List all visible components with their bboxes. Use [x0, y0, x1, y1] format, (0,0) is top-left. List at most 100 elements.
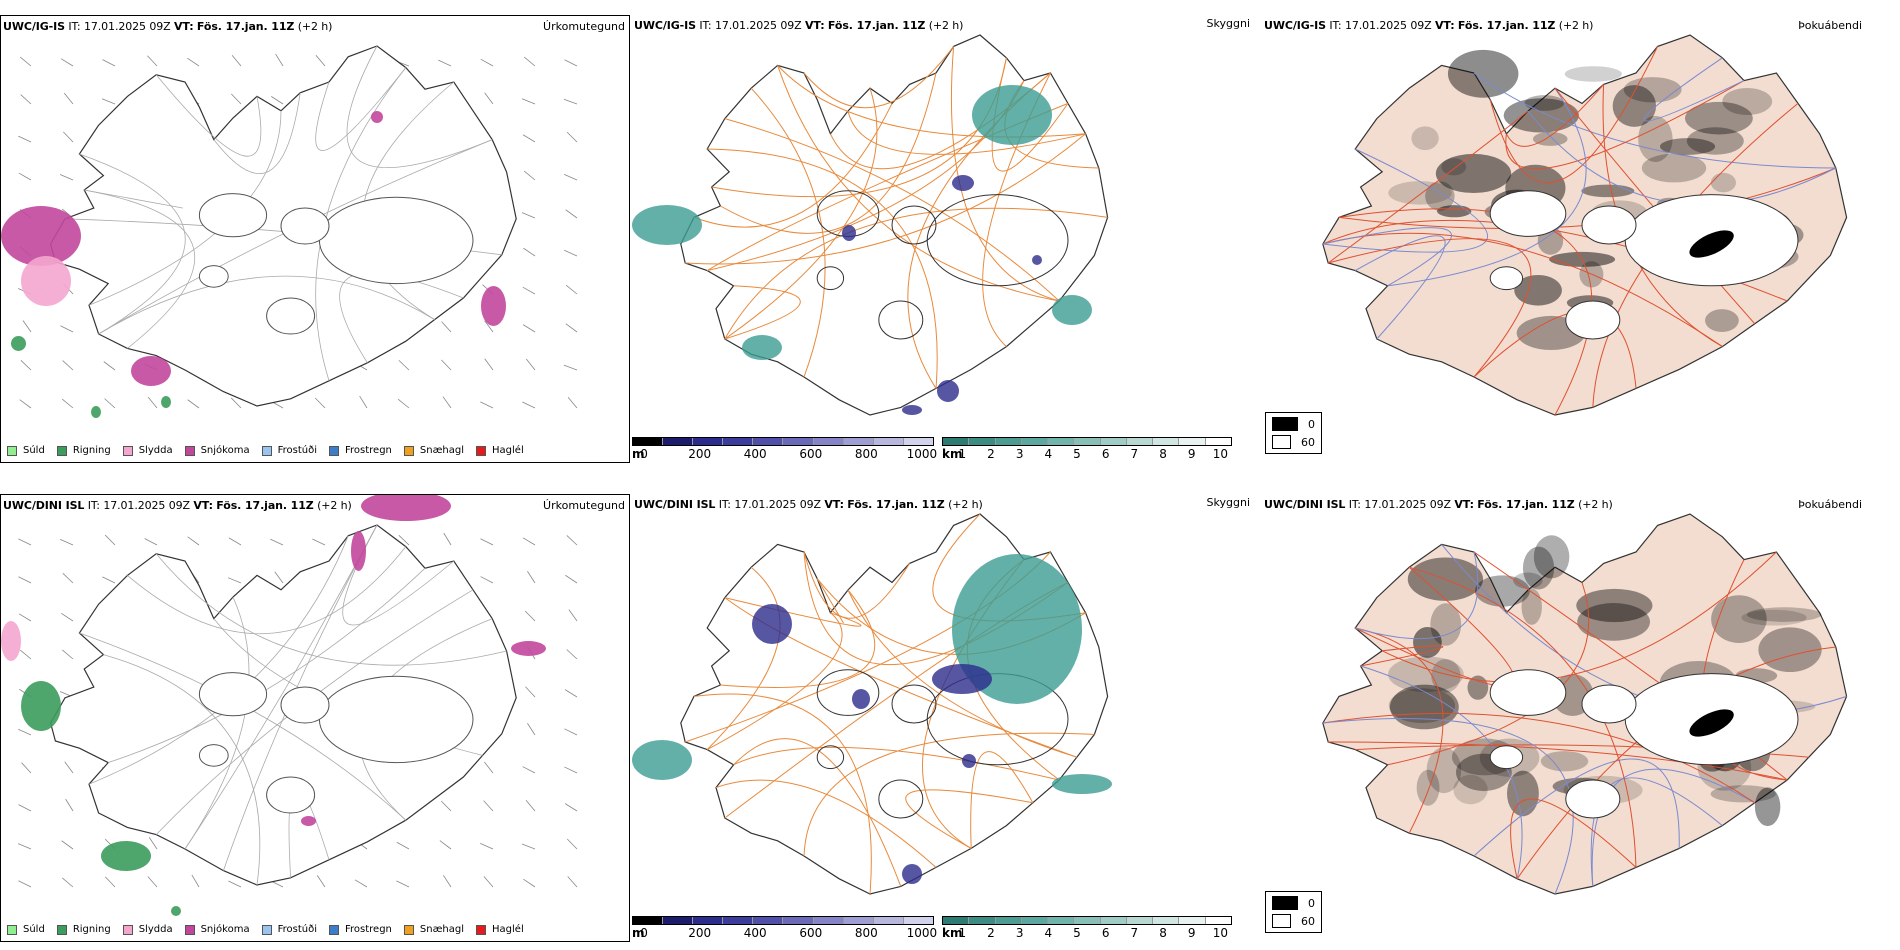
fog-shade [1705, 309, 1739, 332]
wind-barb [147, 396, 158, 409]
wind-barb [63, 92, 74, 105]
it-label: IT: [68, 20, 81, 33]
wind-barb [62, 573, 74, 584]
fog-shade [1521, 588, 1542, 625]
vt-value: Fös. 17.jan. 11Z [216, 499, 314, 512]
colorbar-cell [813, 438, 844, 445]
fog-shade [1564, 66, 1622, 82]
road [905, 789, 1033, 849]
visibility-area [742, 335, 782, 360]
wind-barb [521, 843, 536, 850]
road [950, 46, 1060, 302]
precip-legend-row1: Súld Rigning Slydda Snjókoma Frostúði Frostre… [7, 445, 536, 456]
cloudbase-colorbar-row2: m 0 200 400 600 800 1000 [632, 916, 937, 940]
it-label: IT: [699, 19, 712, 32]
wind-barb [565, 323, 578, 333]
colorbar-cell [903, 917, 933, 924]
legend-label: Rigning [72, 445, 111, 456]
glacier [318, 196, 474, 285]
legend-swatch [403, 924, 414, 935]
legend-item: Snjókoma [184, 445, 250, 456]
colorbar-tick: 10 [1212, 926, 1229, 940]
wind-barb [483, 876, 494, 888]
legend-label: Rigning [72, 924, 111, 935]
legend-swatch [122, 445, 133, 456]
visibility-title: Skyggni [1206, 17, 1250, 30]
vt-value: Fös. 17.jan. 11Z [827, 19, 926, 32]
visibility-area [1052, 774, 1112, 794]
road [1510, 798, 1637, 879]
glacier [1489, 190, 1567, 237]
fog-panel-row1: UWC/IG-IS IT: 17.01.2025 09Z VT: Fös. 17… [1262, 15, 1862, 463]
fog-shade [1754, 787, 1781, 827]
visibility-cells [942, 916, 1232, 925]
colorbar-tick: 4 [1044, 447, 1053, 461]
visibility-panel-row2: UWC/DINI ISL IT: 17.01.2025 09Z VT: Fös.… [632, 494, 1250, 942]
colorbar-tick: 9 [1187, 926, 1196, 940]
wind-barb [144, 538, 158, 546]
road [707, 148, 938, 389]
offset: (+2 h) [1558, 19, 1594, 32]
colorbar-tick: 800 [854, 926, 878, 940]
wind-barb [18, 172, 32, 181]
wind-barb [523, 878, 536, 888]
precip-area [11, 336, 26, 351]
wind-barb [441, 359, 452, 371]
fog-shade [1430, 603, 1462, 646]
wind-barb [523, 247, 536, 257]
precip-area [371, 111, 383, 123]
wind-barb [231, 54, 242, 67]
glacier [318, 675, 474, 764]
visibility-map-row1 [632, 34, 1109, 416]
wind-barb [187, 57, 200, 67]
fog-shade [1710, 172, 1736, 193]
legend-swatch [7, 924, 17, 935]
glacier [1581, 205, 1637, 245]
glacier [266, 776, 316, 814]
colorbar-cell [663, 917, 694, 924]
colorbar-tick: 6 [1101, 447, 1110, 461]
fog-legend-label: 60 [1301, 435, 1315, 449]
road [724, 118, 1060, 302]
wind-barb [523, 170, 536, 181]
wind-barb [62, 649, 74, 660]
legend-swatch [7, 445, 17, 456]
road [1473, 758, 1680, 857]
road [315, 67, 407, 151]
colorbar-cell [1100, 917, 1127, 924]
precip-area [301, 816, 316, 826]
road [84, 189, 196, 349]
road [816, 578, 844, 624]
road [693, 693, 872, 895]
legend-label: Snjókoma [200, 445, 250, 456]
wind-barb [522, 766, 536, 774]
visibility-area [937, 380, 959, 402]
wind-barb [231, 93, 242, 105]
glacier [1565, 779, 1621, 819]
panel-header-row1-precip: UWC/IG-IS IT: 17.01.2025 09Z VT: Fös. 17… [3, 20, 332, 33]
wind-barb [147, 876, 158, 888]
glacier [280, 207, 330, 245]
wind-barb [398, 360, 410, 371]
fog-shade [1741, 609, 1807, 626]
road [1591, 768, 1756, 887]
road [103, 654, 261, 886]
fog-shade [1416, 769, 1440, 806]
colorbar-tick: 3 [1015, 926, 1024, 940]
road [155, 553, 507, 666]
wind-barb [22, 320, 32, 333]
wind-barb [484, 358, 494, 371]
road [1489, 46, 1659, 184]
glacier [891, 205, 937, 245]
wind-barb [60, 325, 74, 333]
wind-barb [18, 728, 32, 736]
wind-barb [17, 843, 32, 850]
wind-barb [59, 174, 74, 181]
road [803, 46, 954, 109]
road [339, 272, 464, 364]
visibility-area [632, 740, 692, 780]
fog-legend-row2: 0 60 [1265, 891, 1322, 933]
colorbar-cell [843, 917, 874, 924]
legend-item: Haglél [476, 445, 524, 456]
fog-shade [1467, 675, 1489, 700]
